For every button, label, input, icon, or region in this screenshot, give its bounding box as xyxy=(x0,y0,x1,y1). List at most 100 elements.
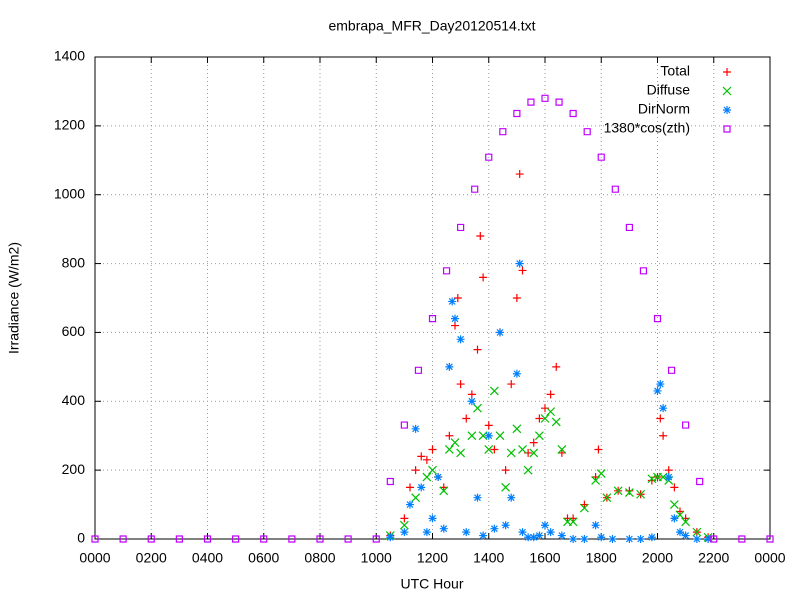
data-point xyxy=(653,386,662,395)
data-point xyxy=(485,153,493,161)
data-point xyxy=(400,514,409,523)
data-point xyxy=(288,535,296,543)
data-point xyxy=(656,414,665,423)
data-point xyxy=(597,533,606,542)
data-point xyxy=(473,403,482,413)
data-point xyxy=(484,445,494,454)
y-tick-label: 400 xyxy=(62,392,86,408)
data-point xyxy=(534,431,544,441)
data-point xyxy=(175,535,183,543)
data-point xyxy=(546,390,555,399)
data-point xyxy=(591,476,601,485)
legend-key xyxy=(723,125,731,133)
data-point xyxy=(636,489,646,499)
data-point xyxy=(411,466,420,475)
legend-key xyxy=(722,86,732,96)
y-tick-label: 800 xyxy=(62,254,86,270)
data-point xyxy=(456,380,465,389)
data-point xyxy=(551,417,561,427)
y-axis-label: Irradiance (W/m2) xyxy=(6,242,22,354)
data-point xyxy=(541,521,549,530)
data-point xyxy=(428,465,437,475)
x-tick-label: 0000 xyxy=(79,550,110,566)
data-point xyxy=(546,528,555,537)
x-tick-label: 0200 xyxy=(136,550,167,566)
data-point xyxy=(372,535,380,543)
data-point xyxy=(704,535,713,543)
data-point xyxy=(515,259,524,268)
data-point xyxy=(386,533,395,542)
data-point xyxy=(681,517,691,527)
data-point xyxy=(675,510,685,520)
data-point xyxy=(484,431,493,440)
data-point xyxy=(406,500,414,509)
data-point xyxy=(428,315,437,323)
data-point xyxy=(597,153,605,161)
data-point xyxy=(569,109,577,118)
data-point xyxy=(495,431,505,441)
data-point xyxy=(417,483,426,492)
data-point xyxy=(659,404,668,413)
x-tick-label: 1400 xyxy=(473,550,504,566)
data-point xyxy=(656,380,665,389)
data-point xyxy=(527,98,535,106)
data-point xyxy=(518,445,527,454)
data-point xyxy=(512,294,521,302)
data-point xyxy=(422,528,431,537)
data-point xyxy=(664,466,673,475)
data-point xyxy=(451,314,459,323)
data-point xyxy=(467,397,476,406)
data-point xyxy=(439,524,448,533)
x-tick-label: 1800 xyxy=(586,550,617,566)
legend-label: Total xyxy=(660,63,690,79)
data-point xyxy=(411,424,420,433)
data-point xyxy=(316,535,324,543)
data-point xyxy=(529,448,539,458)
data-point xyxy=(681,531,690,540)
data-point xyxy=(583,128,591,136)
data-point xyxy=(476,232,485,241)
data-point xyxy=(232,535,240,543)
data-point xyxy=(591,521,600,530)
data-point xyxy=(513,109,521,118)
data-point xyxy=(636,535,645,543)
data-point xyxy=(489,386,499,396)
data-point xyxy=(422,455,431,464)
data-point xyxy=(147,535,155,543)
x-tick-label: 0000 xyxy=(754,550,785,566)
plot-border xyxy=(94,56,771,540)
data-point xyxy=(479,531,488,540)
y-tick-label: 1400 xyxy=(54,48,85,64)
data-point xyxy=(451,321,459,330)
data-point xyxy=(639,267,648,275)
data-point xyxy=(448,297,457,306)
data-point xyxy=(518,528,527,537)
data-point xyxy=(400,528,409,537)
data-point xyxy=(766,535,774,543)
x-tick-label: 0600 xyxy=(248,550,279,566)
data-point xyxy=(479,273,488,282)
chart-title: embrapa_MFR_Day20120514.txt xyxy=(328,18,535,34)
data-point xyxy=(512,369,521,378)
data-point xyxy=(579,503,589,513)
data-point xyxy=(445,431,454,440)
data-point xyxy=(496,328,504,337)
data-point xyxy=(669,500,679,509)
data-point xyxy=(260,535,268,543)
data-point xyxy=(625,535,634,543)
data-point xyxy=(557,445,567,454)
data-point xyxy=(417,452,426,461)
data-point xyxy=(682,421,690,429)
data-point xyxy=(501,482,511,492)
data-point xyxy=(546,407,556,417)
data-point xyxy=(602,493,612,503)
legend-label: DirNorm xyxy=(638,101,690,117)
data-point xyxy=(512,424,522,434)
data-point xyxy=(439,486,449,496)
data-point xyxy=(399,520,409,530)
data-point xyxy=(692,527,702,537)
y-tick-label: 0 xyxy=(77,530,85,546)
data-point xyxy=(507,380,516,389)
data-point xyxy=(535,531,544,540)
